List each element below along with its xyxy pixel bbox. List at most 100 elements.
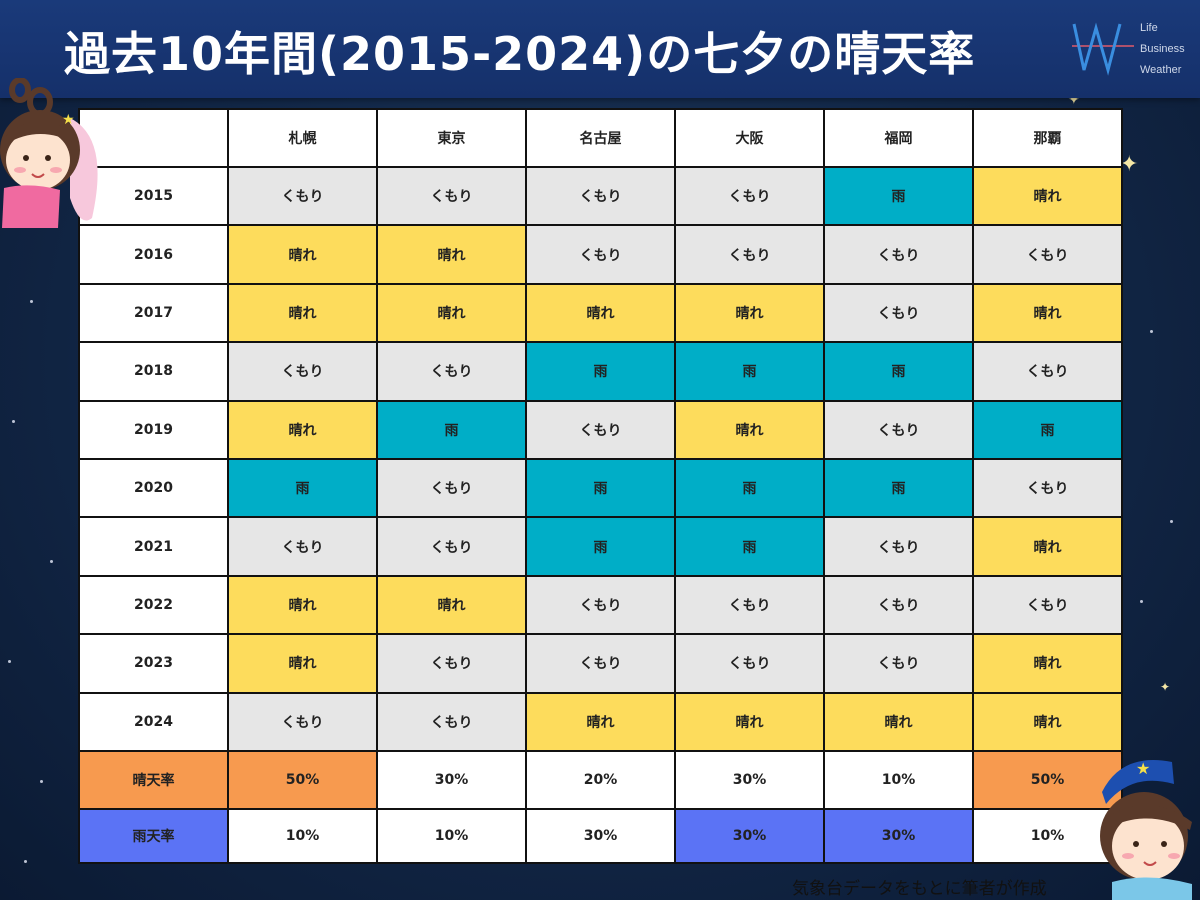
city-header: 福岡	[823, 108, 974, 168]
weather-cell: 晴れ	[972, 516, 1123, 577]
star-dot	[1140, 600, 1143, 603]
weather-cell: くもり	[227, 691, 378, 752]
rate-cell: 10%	[972, 807, 1123, 864]
weather-cell: 雨	[823, 457, 974, 519]
weather-cell: 晴れ	[227, 574, 378, 636]
weather-cell: くもり	[674, 574, 825, 636]
weather-cell: くもり	[674, 165, 825, 227]
header-row: 札幌 東京 名古屋 大阪 福岡 那覇	[78, 108, 1123, 168]
star-dot	[1170, 520, 1173, 523]
weather-cell: 雨	[525, 516, 676, 577]
weather-cell: 晴れ	[972, 282, 1123, 344]
weather-cell: 晴れ	[674, 691, 825, 752]
weather-cell: くもり	[227, 165, 378, 227]
city-header: 大阪	[674, 108, 825, 168]
weather-cell: くもり	[525, 633, 676, 694]
weather-cell: 雨	[376, 399, 527, 460]
weather-cell: 雨	[823, 341, 974, 402]
rate-cell: 30%	[674, 749, 825, 810]
source-note: 気象台データをもとに筆者が作成	[792, 879, 1047, 899]
table-row: 2021 くもり くもり雨雨くもり 晴れ	[78, 516, 1123, 577]
rate-cell: 30%	[823, 807, 974, 864]
weather-cell: くもり	[376, 165, 527, 227]
table-row: 2019 晴れ雨くもり 晴れ くもり雨	[78, 399, 1123, 460]
weather-cell: 晴れ	[227, 633, 378, 694]
summary-label: 雨天率	[78, 807, 229, 864]
weather-cell: 晴れ	[376, 574, 527, 636]
brand-logo: Life Business Weather	[1068, 18, 1198, 82]
weather-cell: くもり	[823, 633, 974, 694]
weather-cell: 雨	[525, 457, 676, 519]
weather-cell: くもり	[972, 341, 1123, 402]
weather-cell: 晴れ	[972, 165, 1123, 227]
star-dot	[8, 660, 11, 663]
weather-cell: 雨	[227, 457, 378, 519]
star-dot	[50, 560, 53, 563]
rate-cell: 10%	[227, 807, 378, 864]
weather-cell: くもり	[227, 516, 378, 577]
weather-cell: 晴れ	[376, 224, 527, 285]
header-banner: 過去10年間(2015-2024)の七夕の晴天率 Life Business W…	[0, 0, 1200, 98]
rate-cell: 30%	[525, 807, 676, 864]
weather-cell: くもり	[525, 224, 676, 285]
weather-cell: 晴れ	[376, 282, 527, 344]
weather-cell: くもり	[972, 224, 1123, 285]
weather-cell: 雨	[823, 165, 974, 227]
table-row: 2020 雨くもり雨雨雨くもり	[78, 457, 1123, 519]
star-dot	[24, 860, 27, 863]
rate-cell: 20%	[525, 749, 676, 810]
weather-cell: 晴れ	[674, 399, 825, 460]
weather-cell: くもり	[525, 165, 676, 227]
page-title: 過去10年間(2015-2024)の七夕の晴天率	[64, 27, 976, 81]
table-row: 2024 くもり くもり 晴れ 晴れ 晴れ 晴れ	[78, 691, 1123, 752]
weather-cell: 晴れ	[227, 399, 378, 460]
svg-text:★: ★	[62, 112, 75, 128]
rate-cell: 50%	[227, 749, 378, 810]
orihime-illustration: ★	[0, 78, 98, 228]
hikoboshi-illustration: ★	[1100, 759, 1192, 900]
weather-cell: 晴れ	[227, 282, 378, 344]
wave-logo-icon	[1072, 22, 1134, 76]
weather-cell: くもり	[972, 574, 1123, 636]
year-label: 2019	[78, 399, 229, 460]
weather-cell: くもり	[823, 282, 974, 344]
year-label: 2020	[78, 457, 229, 519]
table-row: 2023 晴れ くもり くもり くもり くもり 晴れ	[78, 633, 1123, 694]
year-label: 2016	[78, 224, 229, 285]
city-header: 札幌	[227, 108, 378, 168]
logo-line-1: Life	[1140, 22, 1158, 34]
rate-cell: 10%	[376, 807, 527, 864]
weather-cell: 雨	[674, 341, 825, 402]
weather-cell: 雨	[674, 516, 825, 577]
year-label: 2023	[78, 633, 229, 694]
weather-cell: 晴れ	[823, 691, 974, 752]
star-dot	[1150, 330, 1153, 333]
weather-cell: くもり	[525, 574, 676, 636]
table-row: 2022 晴れ 晴れ くもり くもり くもり くもり	[78, 574, 1123, 636]
rate-cell: 30%	[674, 807, 825, 864]
weather-cell: 雨	[972, 399, 1123, 460]
weather-cell: くもり	[823, 224, 974, 285]
sparkle-icon: ✦	[1068, 92, 1080, 108]
weather-cell: 雨	[525, 341, 676, 402]
weather-cell: くもり	[227, 341, 378, 402]
weather-cell: くもり	[972, 457, 1123, 519]
weather-cell: くもり	[376, 341, 527, 402]
weather-cell: くもり	[376, 633, 527, 694]
sparkle-icon: ✦	[1120, 152, 1139, 177]
sparkle-icon: ✦	[1160, 680, 1171, 694]
corner-cell	[78, 108, 229, 168]
weather-cell: 晴れ	[525, 691, 676, 752]
weather-cell: くもり	[525, 399, 676, 460]
logo-line-2: Business	[1140, 43, 1185, 55]
rate-cell: 10%	[823, 749, 974, 810]
weather-cell: くもり	[376, 516, 527, 577]
weather-cell: くもり	[823, 516, 974, 577]
weather-cell: くもり	[823, 399, 974, 460]
city-header: 名古屋	[525, 108, 676, 168]
summary-row: 雨天率 10% 10% 30% 30% 30% 10%	[78, 807, 1123, 864]
weather-cell: 晴れ	[972, 633, 1123, 694]
rate-cell: 50%	[972, 749, 1123, 810]
city-header: 東京	[376, 108, 527, 168]
weather-cell: くもり	[376, 691, 527, 752]
